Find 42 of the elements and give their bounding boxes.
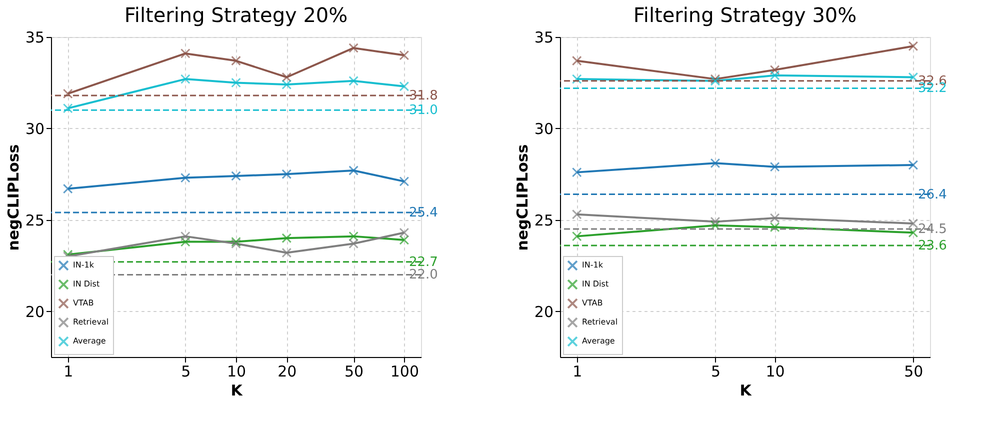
y-tick-label: 30 <box>25 120 44 138</box>
y-tick-label: 25 <box>534 211 554 230</box>
legend-label: Average <box>73 336 106 346</box>
ref-line-label: 31.8 <box>409 88 438 104</box>
chart-title: Filtering Strategy 30% <box>633 3 857 27</box>
ref-line-label: 23.6 <box>918 238 947 254</box>
legend-label: IN Dist <box>582 280 609 288</box>
y-axis-title: negCLIPLoss <box>513 144 532 251</box>
x-tick-label: 5 <box>710 362 720 380</box>
legend-label: VTAB <box>582 298 603 308</box>
y-tick-label: 20 <box>25 302 44 321</box>
legend-label: Retrieval <box>582 318 618 326</box>
chart-title: Filtering Strategy 20% <box>124 3 348 27</box>
x-tick-label: 5 <box>181 362 191 380</box>
x-tick-label: 20 <box>278 362 297 380</box>
y-tick-label: 35 <box>534 28 554 46</box>
ref-line-label: 31.0 <box>409 103 438 118</box>
legend-label: IN Dist <box>73 280 100 288</box>
ref-line-label: 22.7 <box>409 254 438 270</box>
legend-label: IN-1k <box>73 260 94 270</box>
y-tick-label: 20 <box>534 302 554 321</box>
x-tick-label: 50 <box>344 362 364 380</box>
legend-label: VTAB <box>73 298 94 308</box>
y-tick-label: 25 <box>25 211 44 230</box>
ref-line-label: 26.4 <box>918 187 947 202</box>
x-tick-label: 1 <box>64 362 74 380</box>
y-tick-label: 30 <box>534 120 554 138</box>
legend-label: Average <box>582 336 615 346</box>
x-tick-label: 100 <box>390 362 419 380</box>
x-axis-title: K <box>740 382 753 400</box>
x-tick-label: 50 <box>904 362 924 380</box>
legend-label: IN-1k <box>582 260 604 270</box>
ref-line-label: 22.0 <box>409 268 438 283</box>
legend-label: Retrieval <box>73 318 109 326</box>
x-axis-title: K <box>230 382 244 400</box>
ref-line-label: 24.5 <box>918 222 947 237</box>
y-axis-title: negCLIPLoss <box>4 144 22 251</box>
x-tick-label: 10 <box>766 362 785 380</box>
y-tick-label: 35 <box>25 28 44 46</box>
x-tick-label: 10 <box>226 362 246 380</box>
x-tick-label: 1 <box>572 362 582 380</box>
ref-line-label: 25.4 <box>409 206 438 221</box>
